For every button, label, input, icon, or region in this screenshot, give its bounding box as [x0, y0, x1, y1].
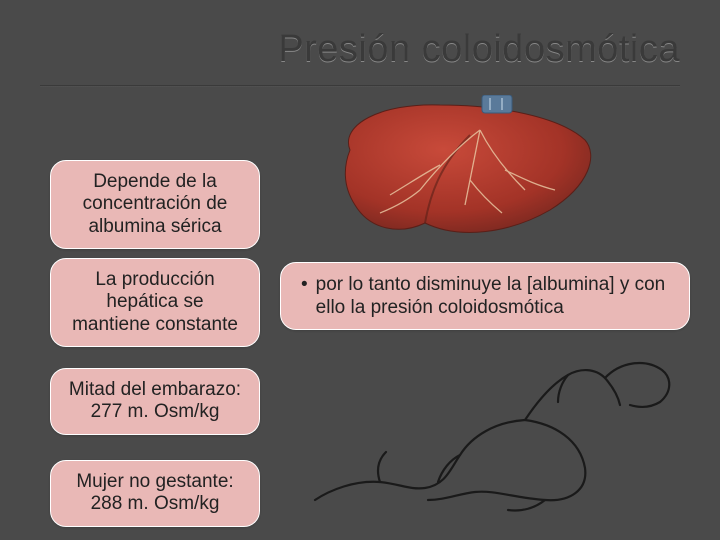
bullet-marker: •: [301, 273, 308, 319]
info-box-1: Depende de la concentración de albumina …: [50, 160, 260, 249]
bullet-text: por lo tanto disminuye la [albumina] y c…: [316, 273, 673, 319]
page-title: Presión coloidosmótica: [40, 28, 680, 71]
info-box-2: La producción hepática se mantiene const…: [50, 258, 260, 347]
info-box-3: Mitad del embarazo: 277 m. Osm/kg: [50, 368, 260, 435]
figure-illustration: [300, 350, 680, 520]
bullet-box: • por lo tanto disminuye la [albumina] y…: [280, 262, 690, 330]
info-box-4: Mujer no gestante: 288 m. Osm/kg: [50, 460, 260, 527]
liver-illustration: [330, 95, 600, 245]
title-underline: [40, 85, 680, 87]
